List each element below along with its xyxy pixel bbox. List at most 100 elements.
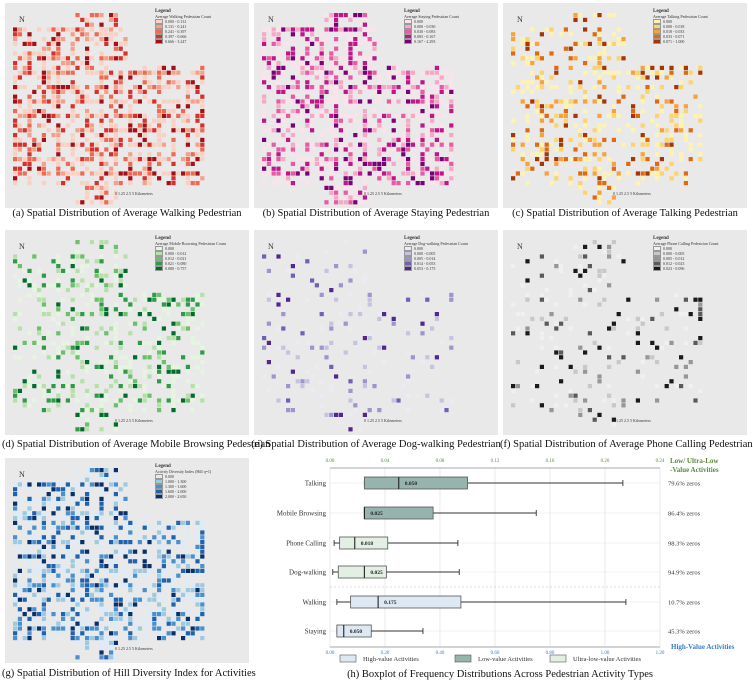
map-cell bbox=[161, 636, 166, 641]
map-cell bbox=[406, 80, 411, 85]
legend-item: 1.600 - 2.000 bbox=[155, 489, 243, 494]
map-cell bbox=[142, 568, 147, 573]
map-cell bbox=[329, 384, 334, 389]
map-cell bbox=[32, 157, 37, 162]
map-cell bbox=[118, 511, 123, 516]
map-cell bbox=[281, 70, 286, 75]
map-cell bbox=[611, 137, 616, 142]
map-cell bbox=[94, 273, 99, 278]
map-cell bbox=[37, 549, 42, 554]
map-cell bbox=[46, 113, 51, 118]
map-cell bbox=[597, 244, 602, 249]
map-cell bbox=[276, 109, 281, 114]
map-cell bbox=[539, 70, 544, 75]
map-cell bbox=[61, 321, 66, 326]
map-cell bbox=[99, 468, 104, 473]
map-cell bbox=[276, 292, 281, 297]
map-cell bbox=[123, 171, 128, 176]
map-cell bbox=[396, 398, 401, 403]
map-cell bbox=[563, 113, 568, 118]
map-cell bbox=[635, 75, 640, 80]
map-cell bbox=[128, 379, 133, 384]
map-cell bbox=[621, 37, 626, 42]
map-cell bbox=[362, 336, 367, 341]
map-cell bbox=[80, 549, 85, 554]
map-cell bbox=[137, 85, 142, 90]
map-cell bbox=[200, 602, 205, 607]
map-cell bbox=[41, 525, 46, 530]
map-cell bbox=[520, 312, 525, 317]
map-cell bbox=[137, 384, 142, 389]
map-cell bbox=[549, 85, 554, 90]
map-cell bbox=[61, 496, 66, 501]
map-cell bbox=[85, 94, 90, 99]
map-cell bbox=[683, 312, 688, 317]
map-cell bbox=[61, 128, 66, 133]
map-cell bbox=[99, 99, 104, 104]
map-cell bbox=[65, 70, 70, 75]
map-cell bbox=[290, 273, 295, 278]
map-cell bbox=[353, 41, 358, 46]
map-cell bbox=[161, 564, 166, 569]
map-cell bbox=[511, 37, 516, 42]
map-cell bbox=[602, 249, 607, 254]
map-cell bbox=[568, 288, 573, 293]
map-cell bbox=[290, 123, 295, 128]
map-cell bbox=[190, 340, 195, 345]
map-cell bbox=[319, 104, 324, 109]
map-cell bbox=[27, 374, 32, 379]
map-cell bbox=[185, 568, 190, 573]
legend-item: 0.000 bbox=[653, 19, 741, 24]
map-cell bbox=[449, 161, 454, 166]
map-cell bbox=[13, 535, 18, 540]
map-cell bbox=[22, 597, 27, 602]
map-cell bbox=[276, 345, 281, 350]
map-cell bbox=[338, 13, 343, 18]
map-cell bbox=[391, 133, 396, 138]
map-cell bbox=[13, 393, 18, 398]
map-cell bbox=[41, 573, 46, 578]
map-cell bbox=[334, 118, 339, 123]
map-cell bbox=[420, 166, 425, 171]
map-cell bbox=[37, 75, 42, 80]
map-cell bbox=[171, 161, 176, 166]
map-cell bbox=[664, 326, 669, 331]
map-cell bbox=[123, 113, 128, 118]
map-cell bbox=[56, 597, 61, 602]
map-cell bbox=[597, 61, 602, 66]
map-cell bbox=[195, 520, 200, 525]
map-cell bbox=[85, 573, 90, 578]
map-cell bbox=[89, 65, 94, 70]
map-cell bbox=[13, 75, 18, 80]
map-cell bbox=[525, 85, 530, 90]
map-cell bbox=[22, 161, 27, 166]
map-cell bbox=[583, 89, 588, 94]
map-cell bbox=[573, 398, 578, 403]
map-cell bbox=[329, 65, 334, 70]
map-cell bbox=[171, 592, 176, 597]
map-cell bbox=[161, 384, 166, 389]
map-cell bbox=[262, 345, 267, 350]
map-cell bbox=[104, 360, 109, 365]
map-cell bbox=[377, 75, 382, 80]
legend-item: 0.033 - 0.071 bbox=[653, 34, 741, 39]
map-cell bbox=[61, 554, 66, 559]
map-cell bbox=[142, 142, 147, 147]
map-cell bbox=[70, 636, 75, 641]
map-cell bbox=[406, 408, 411, 413]
map-cell bbox=[329, 85, 334, 90]
map-cell bbox=[520, 99, 525, 104]
map-cell bbox=[94, 283, 99, 288]
map-cell bbox=[113, 492, 118, 497]
map-cell bbox=[655, 384, 660, 389]
map-cell bbox=[635, 70, 640, 75]
map-cell bbox=[99, 157, 104, 162]
map-cell bbox=[329, 321, 334, 326]
map-cell bbox=[334, 94, 339, 99]
map-cell bbox=[329, 13, 334, 18]
map-cell bbox=[123, 41, 128, 46]
map-cell bbox=[669, 161, 674, 166]
map-cell bbox=[80, 61, 85, 66]
map-cell bbox=[271, 56, 276, 61]
map-cell bbox=[137, 312, 142, 317]
